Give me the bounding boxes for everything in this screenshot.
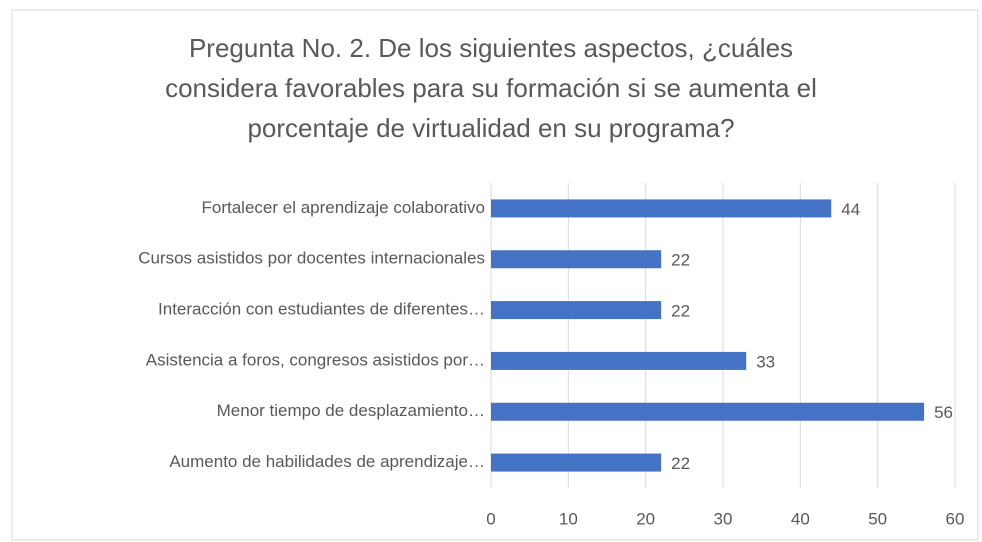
y-tick-label: Aumento de habilidades de aprendizaje… — [169, 452, 485, 471]
x-tick-label: 0 — [486, 509, 495, 528]
bar — [491, 351, 747, 370]
bar — [491, 301, 662, 320]
y-tick-label: Asistencia a foros, congresos asistidos … — [146, 350, 485, 369]
data-label: 22 — [671, 251, 690, 270]
x-tick-label: 10 — [559, 509, 578, 528]
x-tick-label: 30 — [714, 509, 733, 528]
x-tick-label: 40 — [791, 509, 810, 528]
bar — [491, 453, 662, 472]
data-label: 56 — [934, 403, 953, 422]
data-label: 22 — [671, 454, 690, 473]
data-label: 44 — [841, 200, 860, 219]
bar — [491, 250, 662, 269]
chart-border — [11, 9, 979, 541]
bar — [491, 402, 925, 421]
x-tick-label: 20 — [636, 509, 655, 528]
data-label: 22 — [671, 302, 690, 321]
y-tick-label: Menor tiempo de desplazamiento… — [217, 401, 485, 420]
x-tick-label: 50 — [868, 509, 887, 528]
bar — [491, 199, 832, 218]
chart-title: Pregunta No. 2. De los siguientes aspect… — [189, 33, 793, 63]
y-tick-label: Fortalecer el aprendizaje colaborativo — [202, 198, 486, 217]
data-label: 33 — [756, 352, 775, 371]
y-tick-label: Cursos asistidos por docentes internacio… — [138, 249, 485, 268]
chart-title: porcentaje de virtualidad en su programa… — [247, 113, 734, 143]
chart-title: considera favorables para su formación s… — [165, 73, 817, 103]
x-tick-label: 60 — [946, 509, 965, 528]
y-tick-label: Interacción con estudiantes de diferente… — [158, 300, 485, 319]
